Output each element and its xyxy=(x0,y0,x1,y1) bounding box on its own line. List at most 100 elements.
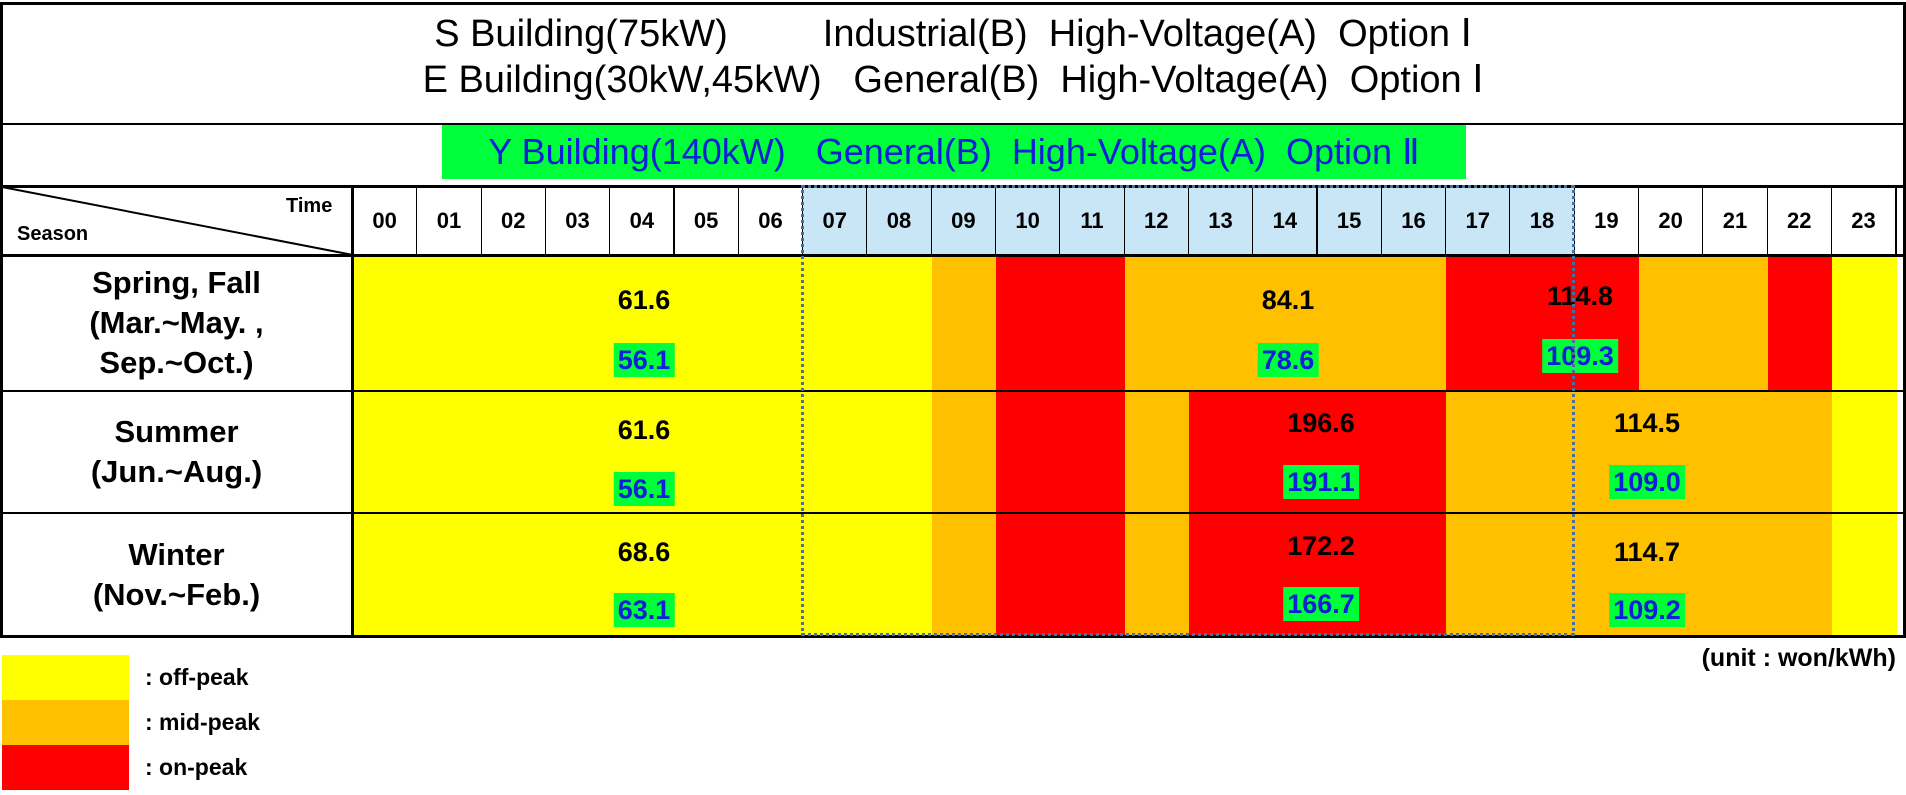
schedule-cell xyxy=(545,513,612,636)
schedule-cell xyxy=(1060,513,1126,636)
schedule-cell xyxy=(803,391,869,513)
season-column-border xyxy=(351,185,354,638)
price-mid-peak: 114.5 xyxy=(1613,408,1681,438)
price-off-peak: 61.6 xyxy=(617,415,671,445)
price-off-peak-y: 56.1 xyxy=(613,343,675,377)
frame-bottom xyxy=(0,635,1906,638)
title-line-1: S Building(75kW) Industrial(B) High-Volt… xyxy=(434,13,1472,55)
schedule-cell xyxy=(931,391,997,513)
schedule-cell xyxy=(867,391,933,513)
title-separator xyxy=(0,123,1906,125)
row-separator xyxy=(0,390,1906,392)
schedule-cell xyxy=(738,255,805,391)
title-line-2: E Building(30kW,45kW) General(B) High-Vo… xyxy=(422,59,1484,101)
season-months: (Nov.~Feb.) xyxy=(92,576,261,612)
price-mid-peak: 84.1 xyxy=(1261,285,1315,315)
schedule-cell xyxy=(674,391,740,513)
schedule-cell xyxy=(1831,255,1898,391)
schedule-cell xyxy=(1124,391,1190,513)
season-months: (Jun.~Aug.) xyxy=(90,454,263,489)
hour-cell: 11 xyxy=(1060,187,1126,255)
schedule-cell xyxy=(1381,391,1448,513)
legend-label-on-peak: : on-peak xyxy=(145,754,248,780)
hour-cell: 19 xyxy=(1574,187,1640,255)
schedule-cell xyxy=(1317,255,1383,391)
schedule-cell xyxy=(996,391,1062,513)
schedule-cell xyxy=(1060,255,1126,391)
schedule-cell xyxy=(353,255,419,391)
schedule-cell xyxy=(353,391,419,513)
schedule-cell xyxy=(417,255,483,391)
legend-swatch-on-peak xyxy=(2,745,129,790)
corner-diagonal xyxy=(1,186,354,256)
hour-cell: 02 xyxy=(481,187,547,255)
schedule-cell xyxy=(1639,255,1705,391)
price-on-peak-y: 109.3 xyxy=(1542,339,1618,373)
hour-cell: 16 xyxy=(1381,187,1448,255)
hour-cell: 14 xyxy=(1253,187,1319,255)
frame-left xyxy=(0,2,3,638)
schedule-cell xyxy=(481,513,547,636)
schedule-cell xyxy=(481,391,547,513)
season-months: Sep.~Oct.) xyxy=(99,345,254,380)
schedule-cell xyxy=(1124,255,1190,391)
schedule-cell xyxy=(738,513,805,636)
legend-swatch-off-peak xyxy=(2,655,129,700)
hour-cell: 20 xyxy=(1639,187,1705,255)
schedule-cell xyxy=(674,255,740,391)
schedule-cell xyxy=(931,255,997,391)
hour-cell: 07 xyxy=(803,187,869,255)
season-name: Spring, Fall xyxy=(92,265,261,300)
header-bottom-border xyxy=(0,254,1906,257)
schedule-cell xyxy=(545,391,612,513)
schedule-cell xyxy=(1060,391,1126,513)
schedule-cell xyxy=(996,255,1062,391)
season-name: Summer xyxy=(114,414,239,449)
hour-cell: 12 xyxy=(1124,187,1190,255)
legend-swatch-mid-peak xyxy=(2,700,129,745)
season-label: Winter (Nov.~Feb.) xyxy=(0,513,353,636)
hour-cell: 05 xyxy=(674,187,740,255)
schedule-cell xyxy=(1381,255,1448,391)
price-off-peak-y: 56.1 xyxy=(613,472,675,506)
highlight-frame xyxy=(801,185,1575,636)
legend-label-off-peak: : off-peak xyxy=(145,664,249,690)
schedule-cell xyxy=(481,255,547,391)
schedule-cell xyxy=(417,391,483,513)
schedule-cell xyxy=(803,513,869,636)
schedule-cell xyxy=(417,513,483,636)
hour-cell: 23 xyxy=(1831,187,1898,255)
hour-cell: 03 xyxy=(545,187,612,255)
hour-cell: 17 xyxy=(1446,187,1512,255)
schedule-cell xyxy=(1510,391,1576,513)
schedule-cell xyxy=(1446,391,1512,513)
price-on-peak-y: 166.7 xyxy=(1283,587,1359,621)
price-mid-peak-y: 109.0 xyxy=(1609,465,1685,499)
season-name: Winter xyxy=(128,536,225,572)
schedule-cell xyxy=(545,255,612,391)
schedule-cell xyxy=(867,255,933,391)
hour-cell: 04 xyxy=(610,187,676,255)
price-on-peak: 114.8 xyxy=(1546,281,1614,311)
schedule-cell xyxy=(867,513,933,636)
price-off-peak: 68.6 xyxy=(617,537,671,567)
frame-top xyxy=(0,2,1906,5)
hour-cell: 10 xyxy=(996,187,1062,255)
schedule-cell xyxy=(1831,391,1898,513)
hour-cell: 01 xyxy=(417,187,483,255)
schedule-cell xyxy=(1124,513,1190,636)
hour-cell: 13 xyxy=(1188,187,1255,255)
season-months: (Mar.~May. , xyxy=(89,305,264,340)
schedule-cell xyxy=(1446,255,1512,391)
y-building-banner: Y Building(140kW) General(B) High-Voltag… xyxy=(442,125,1466,179)
schedule-cell xyxy=(931,513,997,636)
schedule-cell xyxy=(996,513,1062,636)
schedule-cell xyxy=(803,255,869,391)
schedule-cell xyxy=(1381,513,1448,636)
hour-cell: 08 xyxy=(867,187,933,255)
schedule-cell xyxy=(1703,255,1769,391)
schedule-cell xyxy=(1446,513,1512,636)
schedule-cell xyxy=(1510,513,1576,636)
